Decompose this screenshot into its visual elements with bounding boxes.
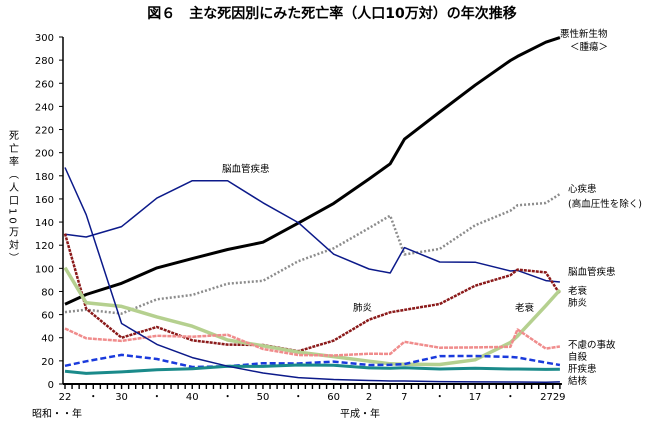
y-tick-label: 300 [35, 33, 54, 44]
x-axis-label-heisei: 平成・年 [340, 407, 380, 420]
x-tick-label: ・ [223, 392, 233, 403]
x-axis-label-showa: 昭和・・年 [32, 407, 82, 420]
x-tick-label: 40 [186, 392, 199, 403]
legend-label-5: 不慮の事故 [568, 339, 616, 351]
y-tick-label: 20 [41, 357, 54, 368]
x-tick-label: ・ [152, 392, 162, 403]
series-line-0 [64, 36, 561, 306]
y-tick-label: 140 [35, 218, 54, 229]
series-line-8 [64, 167, 560, 384]
legend-label-1: 心疾患 [568, 183, 597, 195]
legend-label-0: ＜腫瘍＞ [570, 41, 608, 53]
y-tick-label: 60 [41, 311, 54, 322]
y-tick-label: 260 [35, 79, 54, 90]
x-tick-label: 22 [59, 392, 72, 403]
y-tick-label: 80 [41, 287, 54, 298]
y-tick-label: 40 [41, 334, 54, 345]
series-line-3 [63, 233, 561, 353]
x-tick-label: 50 [257, 392, 270, 403]
y-tick-label: 160 [35, 195, 54, 206]
chart-title: 図６ 主な死因別にみた死亡率（人口10万対）の年次推移 [147, 5, 516, 22]
x-tick-label: 7 [401, 392, 407, 403]
inline-label-senility: 老衰 [515, 302, 535, 314]
series-line-7 [64, 363, 560, 375]
y-tick-label: 220 [35, 126, 54, 137]
legend-label-1: (高血圧性を除く) [568, 198, 642, 210]
legend-label-7: 肝疾患 [568, 363, 597, 375]
x-tick-label: 17 [469, 392, 482, 403]
legend-label-8: 結核 [568, 375, 588, 387]
x-tick-label: ・ [435, 392, 445, 403]
y-tick-label: 0 [48, 380, 54, 391]
legend-label-4: 老衰 [568, 285, 588, 297]
legend-label-6: 自殺 [568, 351, 588, 363]
y-tick-label: 200 [35, 149, 54, 160]
legend-label-3: 肺炎 [568, 298, 588, 309]
x-tick-label: 60 [327, 392, 340, 403]
x-tick-label: 2729 [540, 392, 565, 403]
y-tick-label: 100 [35, 264, 54, 275]
y-tick-label: 180 [35, 172, 54, 183]
inline-label-pneumonia: 肺炎 [353, 303, 373, 314]
y-tick-label: 240 [35, 102, 54, 113]
x-tick-label: ・ [88, 392, 98, 403]
inline-label-cerebrovascular: 脳血管疾患 [222, 163, 270, 175]
series-line-5 [64, 327, 561, 357]
x-tick-label: 2 [366, 392, 372, 403]
series-line-1 [64, 192, 561, 315]
y-tick-label: 280 [35, 56, 54, 67]
x-tick-label: ・ [293, 392, 303, 403]
series-line-2 [64, 179, 560, 283]
x-tick-label: ・ [505, 392, 515, 403]
series-line-6 [64, 353, 561, 369]
legend-label-0: 悪性新生物 [560, 28, 608, 40]
x-tick-label: 30 [115, 392, 128, 403]
legend-label-2: 脳血管疾患 [568, 266, 616, 278]
y-tick-label: 120 [35, 241, 54, 252]
y-axis-label: 死亡率（人口10万対） [7, 130, 19, 266]
